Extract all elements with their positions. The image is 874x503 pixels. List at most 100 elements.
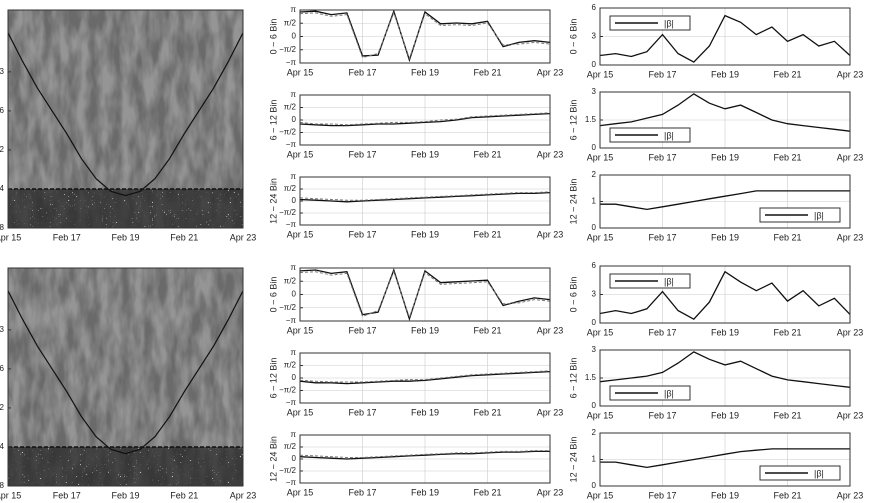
- y-tick-label: 1.5: [585, 115, 597, 124]
- y-tick-label: π: [290, 263, 296, 272]
- x-tick-label: Feb 17: [648, 327, 676, 337]
- x-tick-label: Apr 15: [0, 232, 21, 242]
- series-line: [300, 370, 550, 383]
- y-tick-label: π: [290, 430, 296, 439]
- series-line: [300, 11, 550, 60]
- y-tick-label: π: [290, 172, 296, 181]
- y-tick-label: 0: [592, 223, 597, 232]
- x-tick-label: Apr 23: [837, 152, 864, 162]
- x-tick-label: Apr 23: [230, 232, 257, 242]
- y-axis-label: 6 ~ 12 Bin: [568, 100, 578, 141]
- series-line: [600, 14, 850, 63]
- series-line: [300, 270, 550, 319]
- y-tick-label: −π: [286, 140, 297, 149]
- y-tick-label: π: [290, 90, 296, 99]
- x-tick-label: Apr 15: [587, 232, 614, 242]
- y-tick-label: 3: [592, 290, 597, 299]
- x-tick-label: Feb 21: [773, 327, 801, 337]
- x-tick-label: Apr 15: [287, 67, 314, 77]
- x-tick-label: Feb 17: [53, 490, 81, 500]
- x-tick-label: Apr 15: [287, 325, 314, 335]
- y-tick-label: −π: [286, 58, 297, 67]
- y-tick-label: 6: [0, 106, 5, 115]
- y-tick-label: 6: [592, 261, 597, 270]
- x-tick-label: Feb 21: [773, 152, 801, 162]
- y-tick-label: π: [290, 348, 296, 357]
- y-tick-label: 2: [592, 428, 597, 437]
- y-tick-label: π/2: [284, 103, 297, 112]
- x-tick-label: Feb 19: [711, 232, 739, 242]
- x-tick-label: Feb 19: [711, 410, 739, 420]
- x-tick-label: Feb 17: [348, 149, 376, 159]
- cone-of-influence: [7, 290, 244, 455]
- x-tick-label: Apr 15: [587, 490, 614, 500]
- series-line: [600, 270, 850, 321]
- y-axis-label: 0 ~ 6 Bin: [268, 277, 278, 313]
- y-tick-label: 1.5: [585, 373, 597, 382]
- x-tick-label: Feb 19: [711, 69, 739, 79]
- x-tick-label: Feb 21: [170, 232, 198, 242]
- legend-label: |β|: [664, 18, 674, 28]
- y-tick-label: 0: [292, 196, 297, 205]
- x-tick-label: Apr 23: [537, 407, 564, 417]
- series-line: [300, 450, 550, 460]
- y-tick-label: 0: [592, 481, 597, 490]
- y-axis-label: 6 ~ 12 Bin: [568, 358, 578, 399]
- y-tick-label: 0: [292, 32, 297, 41]
- x-tick-label: Feb 19: [411, 149, 439, 159]
- legend-label: |β|: [664, 388, 674, 398]
- y-tick-label: 6: [0, 364, 5, 373]
- x-tick-label: Feb 19: [411, 229, 439, 239]
- x-tick-label: Apr 15: [287, 407, 314, 417]
- y-tick-label: 6: [592, 3, 597, 12]
- plot-frame: [7, 9, 244, 229]
- y-tick-label: π/2: [284, 276, 297, 285]
- x-tick-label: Apr 15: [587, 69, 614, 79]
- plot-frame: [7, 267, 244, 487]
- x-tick-label: Apr 23: [837, 410, 864, 420]
- x-tick-label: Feb 17: [348, 229, 376, 239]
- series-line: [300, 268, 550, 321]
- series-line: [300, 370, 550, 385]
- x-tick-label: Feb 21: [473, 229, 501, 239]
- y-tick-label: −π/2: [279, 45, 296, 54]
- x-tick-label: Feb 17: [648, 152, 676, 162]
- series-line: [300, 450, 550, 458]
- legend-label: |β|: [664, 276, 674, 286]
- series-line: [600, 93, 850, 132]
- y-tick-label: −π: [286, 398, 297, 407]
- x-tick-label: Apr 23: [230, 490, 257, 500]
- legend-label: |β|: [814, 210, 824, 220]
- y-tick-label: 24: [0, 184, 5, 193]
- y-tick-label: 48: [0, 481, 5, 490]
- x-tick-label: Apr 23: [537, 229, 564, 239]
- y-tick-label: 3: [0, 67, 5, 76]
- x-tick-label: Feb 21: [773, 69, 801, 79]
- x-tick-label: Apr 23: [537, 149, 564, 159]
- x-tick-label: Feb 21: [773, 490, 801, 500]
- x-tick-label: Apr 15: [587, 410, 614, 420]
- x-tick-label: Feb 19: [711, 490, 739, 500]
- y-axis-label: 12 ~ 24 Bin: [268, 436, 278, 482]
- x-tick-label: Apr 23: [837, 69, 864, 79]
- y-tick-label: 3: [0, 325, 5, 334]
- x-tick-label: Apr 23: [537, 487, 564, 497]
- y-tick-label: 0: [592, 60, 597, 69]
- y-axis-label: 12 ~ 24 Bin: [568, 437, 578, 483]
- y-tick-label: 0: [292, 115, 297, 124]
- x-tick-label: Feb 21: [473, 67, 501, 77]
- x-tick-label: Feb 21: [773, 410, 801, 420]
- y-tick-label: 0: [592, 318, 597, 327]
- heatmap-dots: [8, 446, 243, 486]
- y-tick-label: −π/2: [279, 386, 296, 395]
- x-tick-label: Feb 19: [711, 327, 739, 337]
- x-tick-label: Feb 21: [473, 325, 501, 335]
- series-line: [600, 351, 850, 388]
- y-tick-label: 0: [292, 290, 297, 299]
- y-tick-label: π/2: [284, 442, 297, 451]
- series-line: [300, 112, 550, 126]
- y-tick-label: 3: [592, 87, 597, 96]
- x-tick-label: Apr 15: [287, 487, 314, 497]
- y-axis-label: 12 ~ 24 Bin: [568, 179, 578, 225]
